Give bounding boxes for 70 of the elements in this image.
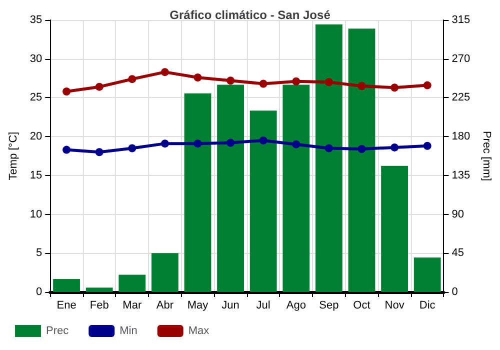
point: [194, 140, 202, 148]
bar: [118, 274, 146, 292]
x-tick-label: Ago: [286, 300, 306, 312]
bar: [381, 166, 408, 292]
chart-title: Gráfico climático - San José: [170, 8, 331, 22]
legend-label: Prec: [46, 325, 70, 337]
point: [324, 78, 333, 86]
y2-tick-label: 45: [452, 247, 464, 260]
y-tick-label: 15: [30, 169, 42, 182]
y-axis-title: Temp [°C]: [8, 132, 20, 180]
y2-tick-label: 0: [452, 286, 458, 298]
y2-tick-label: 225: [452, 92, 470, 104]
x-tick-label: Dic: [419, 300, 436, 312]
x-tick-label: Jun: [222, 300, 240, 312]
bar: [315, 24, 342, 292]
y-tick-label: 30: [30, 52, 42, 65]
point: [292, 77, 300, 86]
x-tick-label: Nov: [384, 300, 405, 312]
y2-tick-label: 180: [452, 130, 470, 143]
point: [160, 68, 169, 76]
point: [226, 138, 235, 147]
y2-axis-title: Prec [mm]: [480, 130, 492, 182]
point: [95, 82, 104, 91]
legend-label: Min: [120, 325, 138, 337]
x-tick-label: May: [187, 300, 209, 312]
point: [390, 84, 399, 92]
point: [62, 146, 71, 154]
point: [95, 148, 104, 156]
point: [358, 145, 366, 154]
x-tick-label: Feb: [90, 300, 109, 312]
y-tick-label: 25: [30, 92, 42, 104]
bar: [282, 84, 310, 292]
bar: [414, 257, 441, 292]
y-tick-label: 10: [30, 208, 42, 220]
point: [259, 80, 268, 88]
bar: [151, 253, 178, 292]
y-tick-label: 35: [30, 14, 42, 26]
bar: [348, 28, 376, 292]
bar: [53, 279, 80, 292]
legend-label: Max: [188, 325, 210, 337]
y2-tick-label: 90: [452, 208, 464, 220]
y2-tick-label: 315: [452, 14, 470, 26]
x-tick-label: Mar: [122, 300, 142, 312]
point: [194, 74, 202, 82]
point: [358, 82, 366, 90]
point: [423, 81, 432, 90]
x-tick-label: Sep: [319, 300, 339, 312]
y-tick-label: 5: [36, 247, 42, 260]
point: [259, 136, 268, 144]
x-tick-label: Oct: [353, 300, 370, 312]
y2-tick-label: 270: [452, 52, 470, 65]
point: [292, 140, 300, 148]
x-tick-label: Abr: [156, 300, 174, 312]
point: [324, 144, 333, 152]
x-tick-label: Jul: [256, 300, 270, 312]
y-tick-label: 20: [30, 130, 42, 143]
bar: [184, 93, 212, 292]
point: [390, 143, 399, 152]
point: [128, 144, 136, 152]
point: [128, 75, 136, 84]
x-tick-label: Ene: [56, 300, 76, 312]
point: [160, 140, 169, 148]
bar: [250, 110, 277, 292]
y2-tick-label: 135: [452, 169, 470, 182]
point: [423, 142, 432, 150]
y-tick-label: 0: [36, 286, 42, 298]
point: [226, 76, 235, 85]
point: [62, 88, 71, 96]
bar: [86, 288, 113, 292]
bar: [217, 84, 244, 292]
